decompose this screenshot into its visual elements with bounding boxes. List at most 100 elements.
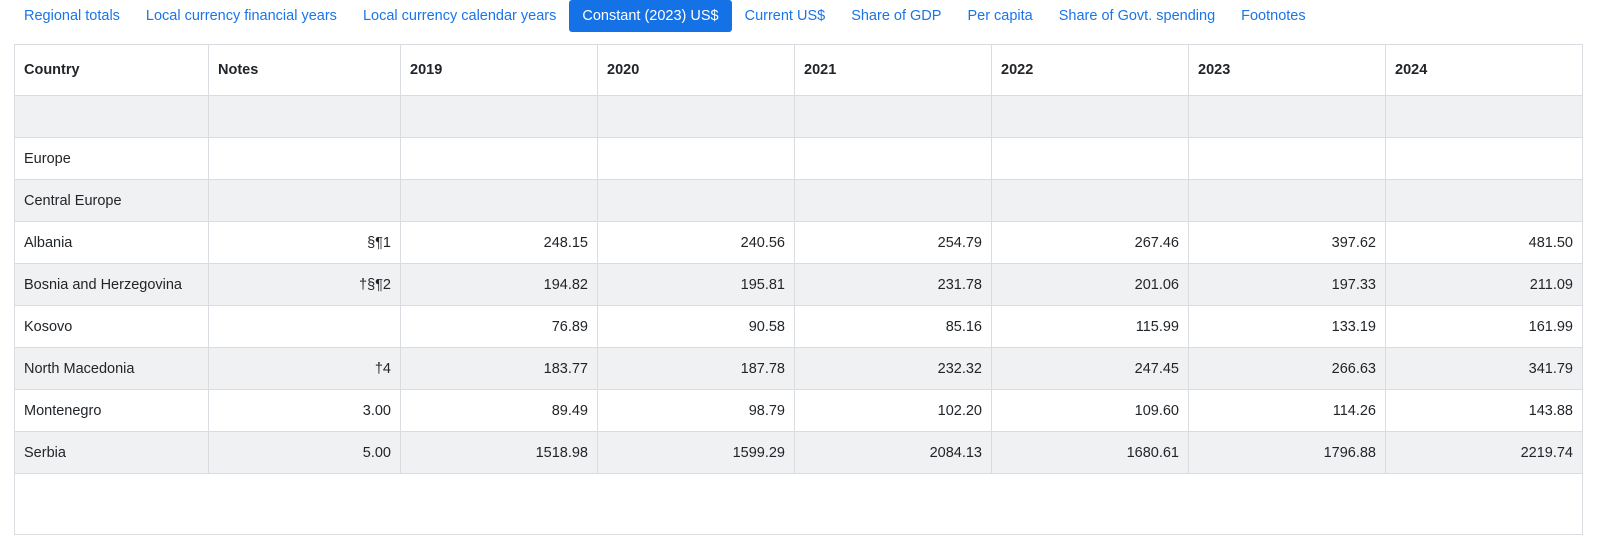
value-cell-2020: 240.56: [597, 221, 795, 264]
tab-current-us[interactable]: Current US$: [744, 8, 826, 24]
notes-cell: 3.00: [208, 389, 401, 432]
value-cell-2024: [1385, 137, 1583, 180]
value-cell-2021: 85.16: [794, 305, 992, 348]
table-row-kosovo: Kosovo 76.89 90.58 85.16 115.99 133.19 161.99: [14, 305, 1583, 348]
notes-cell: †§¶2: [208, 263, 401, 306]
tab-regional-totals[interactable]: Regional totals: [24, 8, 120, 24]
country-cell: North Macedonia: [14, 347, 209, 390]
value-cell-2020: 195.81: [597, 263, 795, 306]
country-cell: Europe: [14, 137, 209, 180]
value-cell-2023: 114.26: [1188, 389, 1386, 432]
table-row-spacer: [14, 95, 1583, 138]
column-header-2019: 2019: [400, 44, 598, 96]
notes-cell: 5.00: [208, 431, 401, 474]
notes-cell: [208, 137, 401, 180]
value-cell-2022: 115.99: [991, 305, 1189, 348]
value-cell-2023: 133.19: [1188, 305, 1386, 348]
value-cell-2022: 247.45: [991, 347, 1189, 390]
table-header-row: Country Notes 2019 2020 2021 2022 2023 2024: [14, 44, 1583, 96]
table-row-albania: Albania §¶1 248.15 240.56 254.79 267.46 397.62…: [14, 221, 1583, 264]
value-cell-2019: [400, 179, 598, 222]
value-cell-2024: [1385, 179, 1583, 222]
value-cell-2023: 1796.88: [1188, 431, 1386, 474]
table-row-region: Europe: [14, 137, 1583, 180]
value-cell-2019: 194.82: [400, 263, 598, 306]
value-cell-2019: 183.77: [400, 347, 598, 390]
value-cell-2019: [400, 137, 598, 180]
tab-constant-2023-us[interactable]: Constant (2023) US$: [569, 0, 732, 32]
value-cell-2022: [991, 179, 1189, 222]
country-cell: Albania: [14, 221, 209, 264]
column-header-2022: 2022: [991, 44, 1189, 96]
value-cell-2021: 231.78: [794, 263, 992, 306]
value-cell-2024: [1385, 95, 1583, 138]
tab-share-of-govt-spending[interactable]: Share of Govt. spending: [1058, 8, 1216, 24]
value-cell-2020: [597, 179, 795, 222]
table-row-serbia: Serbia 5.00 1518.98 1599.29 2084.13 1680.61 17…: [14, 431, 1583, 474]
value-cell-2022: 109.60: [991, 389, 1189, 432]
value-cell-2021: 102.20: [794, 389, 992, 432]
value-cell-2022: 201.06: [991, 263, 1189, 306]
value-cell-2020: 90.58: [597, 305, 795, 348]
value-cell-2019: 1518.98: [400, 431, 598, 474]
military-expenditure-table: Country Notes 2019 2020 2021 2022 2023 2024 Eur…: [14, 44, 1583, 535]
value-cell-2024: 143.88: [1385, 389, 1583, 432]
column-header-2020: 2020: [597, 44, 795, 96]
column-header-2024: 2024: [1385, 44, 1583, 96]
table-row-subregion: Central Europe: [14, 179, 1583, 222]
notes-cell: †4: [208, 347, 401, 390]
value-cell-2021: 254.79: [794, 221, 992, 264]
value-cell-2021: [794, 137, 992, 180]
value-cell-2023: 266.63: [1188, 347, 1386, 390]
notes-cell: §¶1: [208, 221, 401, 264]
value-cell-2024: 161.99: [1385, 305, 1583, 348]
value-cell-2019: [400, 95, 598, 138]
country-cell: Central Europe: [14, 179, 209, 222]
value-cell-2020: 187.78: [597, 347, 795, 390]
value-cell-2023: 197.33: [1188, 263, 1386, 306]
value-cell-2019: 89.49: [400, 389, 598, 432]
value-cell-2023: [1188, 95, 1386, 138]
column-header-notes: Notes: [208, 44, 401, 96]
value-cell-2023: [1188, 137, 1386, 180]
value-cell-2020: [597, 137, 795, 180]
tab-local-currency-calendar-years[interactable]: Local currency calendar years: [362, 8, 557, 24]
value-cell-2024: 2219.74: [1385, 431, 1583, 474]
tab-local-currency-financial-years[interactable]: Local currency financial years: [145, 8, 337, 24]
tab-share-of-gdp[interactable]: Share of GDP: [851, 8, 942, 24]
country-cell: Montenegro: [14, 389, 209, 432]
value-cell-2021: 2084.13: [794, 431, 992, 474]
value-cell-2022: 267.46: [991, 221, 1189, 264]
table-row-bosnia-and-herzegovina: Bosnia and Herzegovina †§¶2 194.82 195.81 23…: [14, 263, 1583, 306]
table-row-montenegro: Montenegro 3.00 89.49 98.79 102.20 109.60 114.…: [14, 389, 1583, 432]
notes-cell: [208, 95, 401, 138]
value-cell-2019: 248.15: [400, 221, 598, 264]
value-cell-2024: 481.50: [1385, 221, 1583, 264]
value-cell-2022: [991, 137, 1189, 180]
value-cell-2023: 397.62: [1188, 221, 1386, 264]
notes-cell: [208, 179, 401, 222]
country-cell: Kosovo: [14, 305, 209, 348]
tab-per-capita[interactable]: Per capita: [967, 8, 1033, 24]
column-header-country: Country: [14, 44, 209, 96]
country-cell: Bosnia and Herzegovina: [14, 263, 209, 306]
country-cell: [14, 95, 209, 138]
value-cell-2020: 1599.29: [597, 431, 795, 474]
country-cell: Serbia: [14, 431, 209, 474]
value-cell-2024: 211.09: [1385, 263, 1583, 306]
value-cell-2021: [794, 179, 992, 222]
tab-footnotes[interactable]: Footnotes: [1241, 8, 1306, 24]
column-header-2023: 2023: [1188, 44, 1386, 96]
view-tab-bar: Regional totals Local currency financial …: [0, 0, 1600, 32]
value-cell-2019: 76.89: [400, 305, 598, 348]
value-cell-2021: 232.32: [794, 347, 992, 390]
value-cell-2022: 1680.61: [991, 431, 1189, 474]
value-cell-2022: [991, 95, 1189, 138]
column-header-2021: 2021: [794, 44, 992, 96]
table-row-north-macedonia: North Macedonia †4 183.77 187.78 232.32 247.4…: [14, 347, 1583, 390]
table-row-partial: [14, 473, 1583, 535]
notes-cell: [208, 305, 401, 348]
value-cell-2024: 341.79: [1385, 347, 1583, 390]
value-cell-2023: [1188, 179, 1386, 222]
value-cell-2020: [597, 95, 795, 138]
